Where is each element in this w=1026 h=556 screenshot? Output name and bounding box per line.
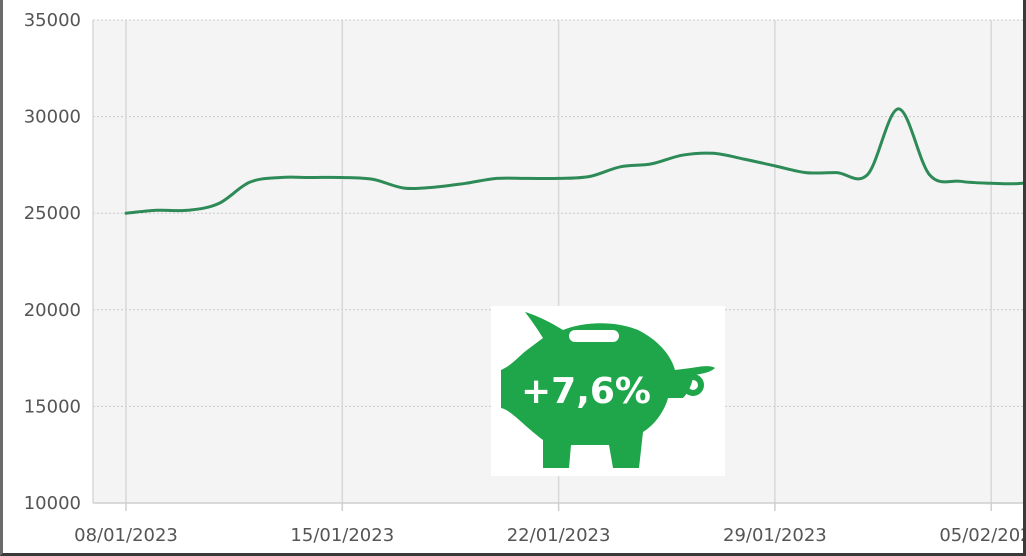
piggy-bank-icon (501, 312, 715, 468)
y-tick-label: 15000 (24, 396, 81, 417)
x-tick-label: 22/01/2023 (507, 525, 611, 546)
line-chart: 35000 30000 25000 20000 15000 10000 08/01/202… (24, 10, 1023, 546)
series-layer (124, 107, 1023, 215)
y-tick-label: 10000 (24, 493, 81, 514)
x-tick-labels: 08/01/2023 15/01/2023 22/01/2023 29/01/2023… (74, 525, 1023, 546)
y-tick-label: 25000 (24, 203, 81, 224)
y-tick-label: 20000 (24, 300, 81, 321)
y-tick-labels: 35000 30000 25000 20000 15000 10000 (24, 10, 81, 514)
x-tick-label: 08/01/2023 (74, 525, 178, 546)
x-tick-label: 29/01/2023 (723, 525, 827, 546)
x-tick-label: 05/02/2023 (939, 525, 1023, 546)
badge-percent-text: +7,6% (521, 371, 651, 412)
series-line (124, 107, 1023, 215)
x-tick-label: 15/01/2023 (290, 525, 394, 546)
y-tick-label: 30000 (24, 107, 81, 128)
y-tick-label: 35000 (24, 10, 81, 31)
growth-badge: +7,6% (491, 306, 725, 476)
